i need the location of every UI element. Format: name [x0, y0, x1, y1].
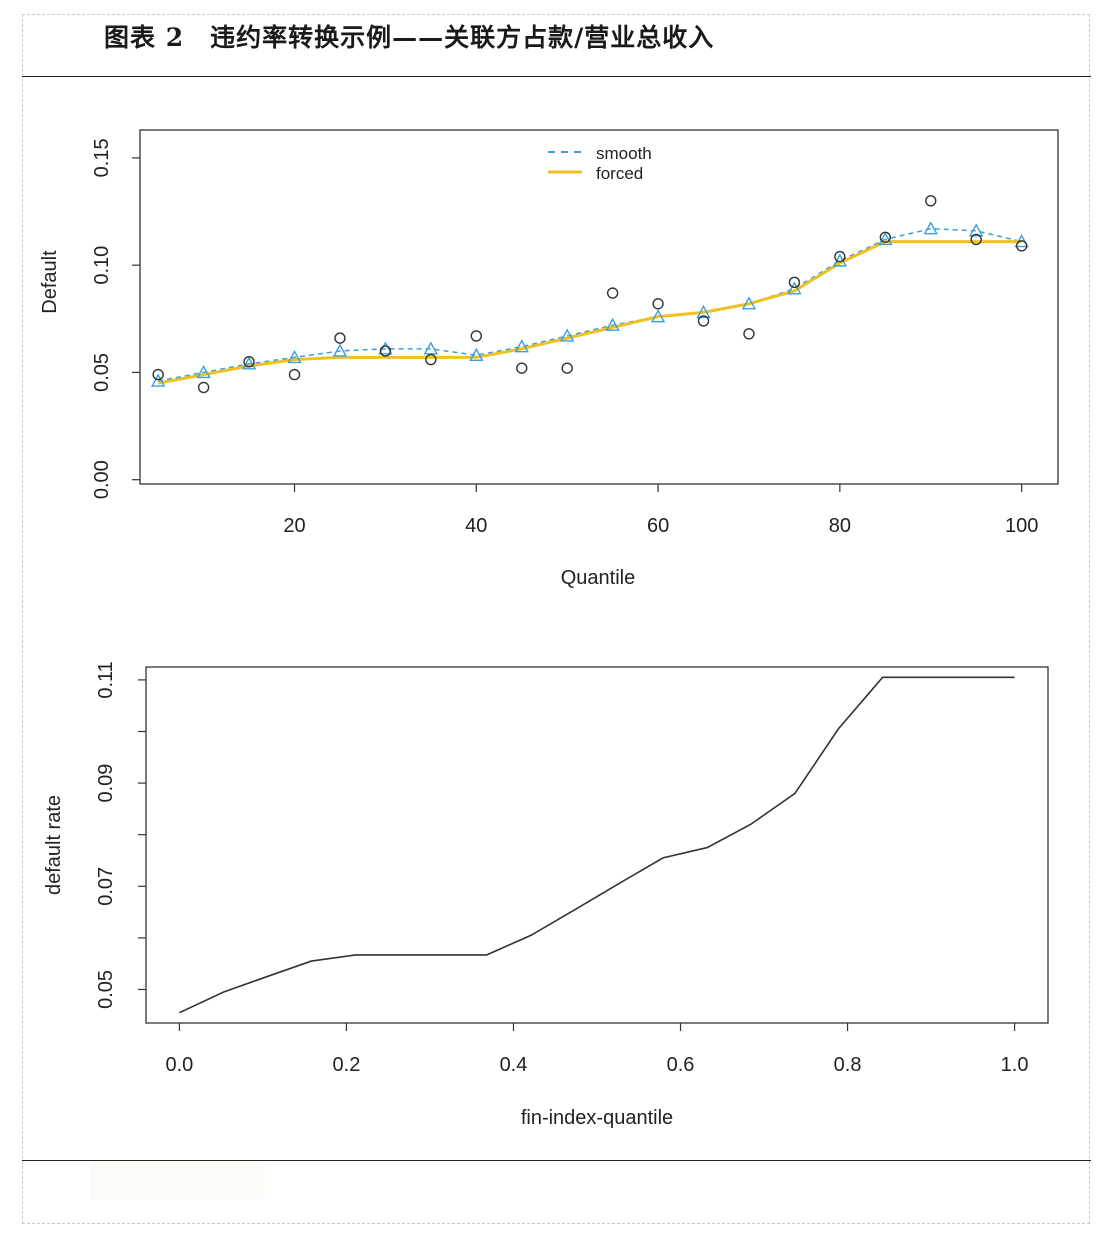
y-tick-label-0: 0.00	[91, 460, 113, 499]
x-tick-label-5: 1.0	[1001, 1054, 1029, 1076]
series-line-smooth	[158, 227, 1022, 382]
observed-point-45	[516, 362, 528, 374]
observed-point-95	[970, 233, 982, 246]
title-divider	[22, 76, 1091, 77]
y-tick-label-6: 0.11	[95, 661, 117, 698]
observed-point-65	[697, 315, 710, 327]
page-title: 图表 2 违约率转换示例——关联方占款/营业总收入	[104, 23, 715, 52]
smooth-point-40	[469, 347, 484, 361]
smooth-point-35	[423, 341, 439, 355]
smooth-point-10	[196, 364, 211, 379]
smooth-point-45	[514, 339, 529, 353]
x-tick-label-100: 100	[1005, 515, 1038, 537]
legend-label-smooth: smooth	[596, 144, 652, 163]
y-tick-label-2: 0.10	[91, 246, 113, 285]
smooth-point-55	[605, 317, 620, 331]
x-tick-label-1: 0.2	[333, 1054, 361, 1076]
smooth-point-15	[241, 356, 257, 370]
x-tick-label-0: 0.0	[166, 1054, 194, 1076]
observed-point-50	[561, 362, 573, 374]
observed-point-35	[425, 353, 437, 366]
x-tick-label-2: 0.4	[500, 1054, 528, 1076]
x-tick-label-40: 40	[465, 515, 487, 537]
y-tick-label-2: 0.07	[95, 867, 117, 906]
smooth-point-50	[560, 328, 575, 342]
smooth-point-25	[332, 343, 348, 357]
observed-point-5	[152, 368, 164, 381]
smooth-point-65	[696, 304, 711, 319]
plot-box	[145, 666, 1049, 1024]
observed-point-40	[470, 330, 482, 342]
observed-point-55	[606, 287, 619, 299]
observed-point-70	[743, 328, 755, 340]
observed-point-20	[288, 368, 301, 381]
faint-watermark	[90, 1163, 265, 1199]
y-axis-label: default rate	[43, 795, 65, 895]
observed-point-80	[834, 250, 846, 263]
x-tick-label-20: 20	[283, 515, 305, 537]
observed-point-85	[879, 231, 892, 243]
smooth-point-60	[650, 309, 666, 323]
smooth-point-70	[741, 296, 757, 310]
observed-point-15	[243, 356, 255, 368]
smooth-point-85	[878, 231, 893, 246]
observed-point-75	[788, 276, 801, 289]
legend-label-forced: forced	[596, 164, 643, 183]
plot-box	[139, 129, 1059, 485]
smooth-point-5	[150, 373, 166, 387]
default-quantile-chart: 20 40 60 80 100 0.00 0.05 0.10 0.15 Quantile Defau…	[39, 129, 1059, 589]
y-tick-label-1: 0.05	[91, 353, 113, 392]
smooth-point-95	[969, 223, 984, 237]
bottom-divider	[22, 1160, 1091, 1161]
default-rate-line-chart: 0.0 0.2 0.4 0.6 0.8 1.0 0.05 0.07 0.09 0.11 fin-in…	[43, 661, 1049, 1129]
observed-point-10	[197, 381, 210, 394]
y-tick-label-3: 0.15	[91, 138, 113, 177]
x-tick-label-3: 0.6	[667, 1054, 695, 1076]
y-tick-label-0: 0.05	[95, 970, 117, 1009]
observed-point-60	[652, 298, 664, 310]
y-axis-label: Default	[39, 250, 61, 314]
x-tick-label-60: 60	[647, 515, 669, 537]
observed-point-100	[1015, 240, 1028, 252]
x-axis-label: fin-index-quantile	[521, 1107, 673, 1129]
y-tick-label-4: 0.09	[95, 764, 117, 803]
series-line-default-rate	[179, 676, 1015, 1014]
observed-point-30	[379, 345, 392, 357]
observed-point-90	[925, 195, 937, 207]
x-axis-label: Quantile	[561, 567, 636, 589]
observed-point-25	[334, 332, 346, 344]
series-line-forced	[157, 240, 1022, 385]
x-tick-label-80: 80	[829, 515, 851, 537]
smooth-point-30	[378, 341, 393, 355]
smooth-point-20	[287, 349, 302, 364]
page-frame	[22, 14, 1090, 1224]
smooth-point-90	[923, 221, 938, 235]
smooth-point-75	[787, 281, 802, 295]
x-tick-label-4: 0.8	[834, 1054, 862, 1076]
